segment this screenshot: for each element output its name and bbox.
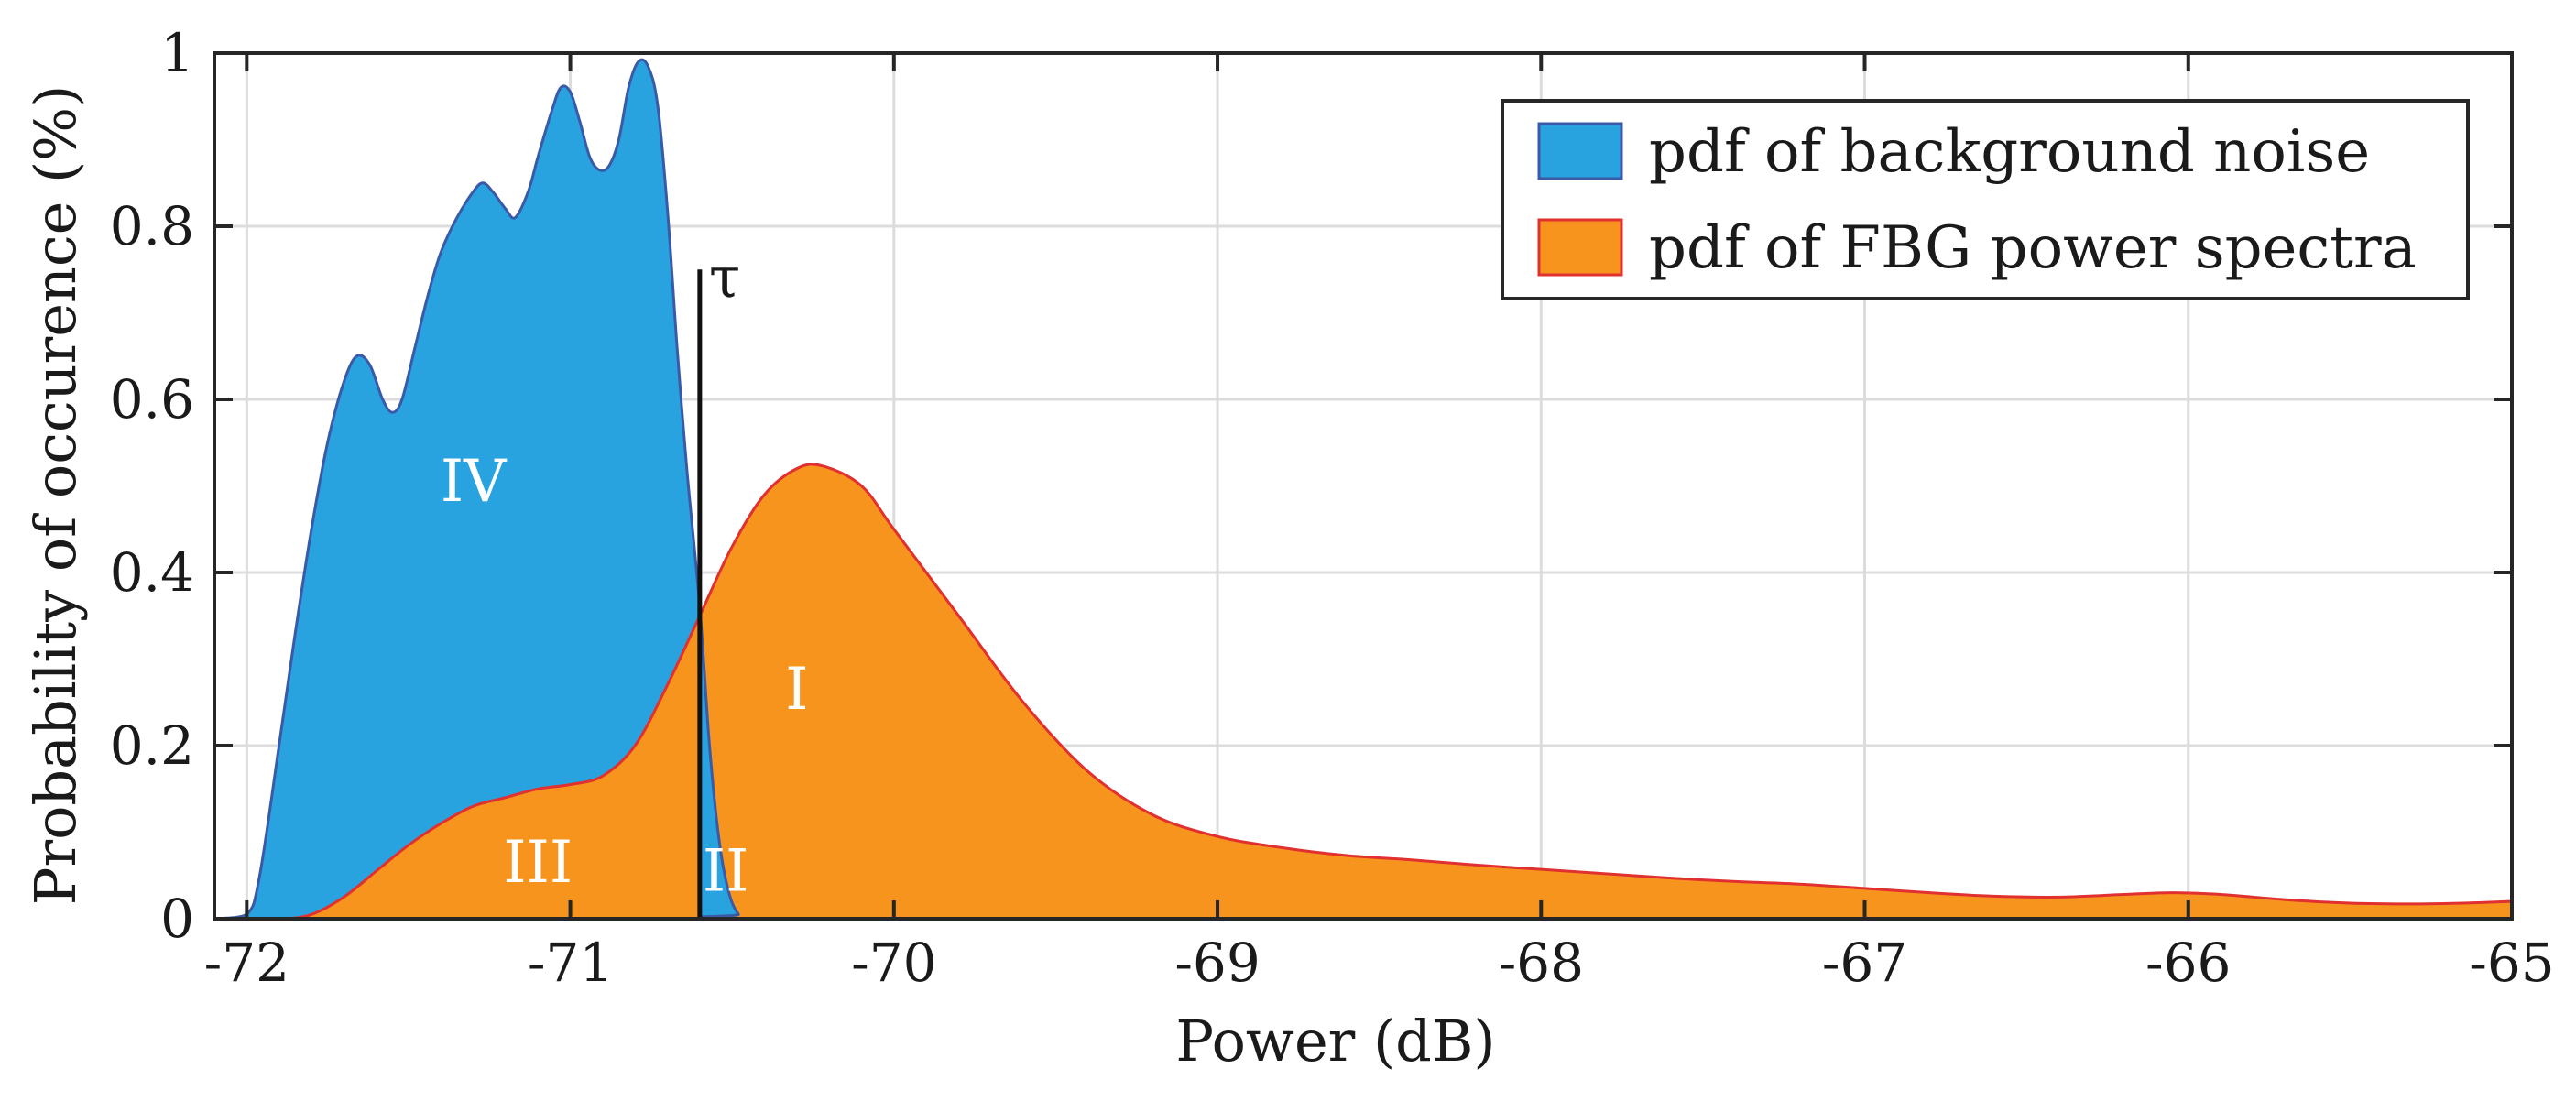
region-label-ii: II [703, 837, 749, 905]
y-tick-label-2: 0.4 [110, 541, 194, 604]
x-tick-label-1: -71 [528, 932, 613, 994]
series-area-fbg-power-spectra [214, 463, 2514, 921]
y-tick-label-5: 1 [160, 22, 194, 84]
x-tick-label-7: -65 [2469, 932, 2554, 994]
axis-ticks [214, 51, 2514, 921]
legend-swatch-fbg-power-spectra [1537, 218, 1623, 277]
y-axis-label: Probability of occurence (%) [22, 85, 89, 906]
region-label-i: I [785, 656, 808, 724]
region-label-iii: III [503, 829, 573, 897]
legend-box [1501, 99, 2470, 300]
x-tick-label-6: -66 [2145, 932, 2231, 994]
legend: pdf of background noise pdf of FBG power… [1501, 99, 2470, 300]
series-areas [213, 58, 2514, 921]
y-tick-labels: 0 0.2 0.4 0.6 0.8 1 [110, 22, 194, 950]
series-outline-background-noise [699, 590, 2512, 919]
x-tick-label-5: -67 [1822, 932, 1907, 994]
y-tick-label-3: 0.6 [110, 368, 194, 431]
y-tick-label-4: 0.8 [110, 195, 194, 257]
legend-label-background-noise: pdf of background noise [1649, 118, 2370, 186]
x-tick-label-2: -70 [851, 932, 936, 994]
region-label-iv: IV [441, 448, 508, 516]
y-tick-label-0: 0 [160, 888, 194, 950]
x-tick-label-4: -68 [1499, 932, 1584, 994]
legend-swatch-background-noise [1537, 122, 1623, 180]
plot-frame [213, 51, 2514, 921]
x-tick-labels: -72 -71 -70 -69 -68 -67 -66 -65 [204, 932, 2555, 994]
x-axis-label: Power (dB) [1175, 1008, 1495, 1074]
x-tick-label-3: -69 [1174, 932, 1260, 994]
x-tick-label-0: -72 [204, 932, 289, 994]
legend-label-fbg-power-spectra: pdf of FBG power spectra [1649, 214, 2417, 282]
y-tick-label-1: 0.2 [110, 714, 194, 777]
threshold-label: τ [709, 244, 740, 311]
